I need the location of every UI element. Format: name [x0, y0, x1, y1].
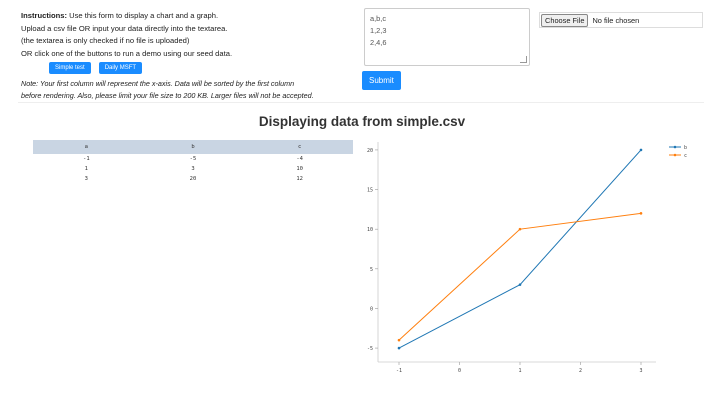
table-cell: -1	[83, 156, 90, 162]
x-tick-label: 1	[518, 368, 521, 374]
data-table: a b c -1 -5 -4 1 3 10 3 20 12	[33, 140, 353, 184]
series-line-b	[398, 149, 642, 349]
column-header: c	[246, 140, 353, 154]
table-cell: -4	[296, 156, 303, 162]
instructions-line-4: OR click one of the buttons to run a dem…	[21, 48, 233, 58]
y-tick-label: 0	[370, 306, 373, 312]
demo-buttons: Simple test Daily MSFT	[49, 62, 361, 74]
table-row: -1 -5 -4	[33, 154, 353, 164]
data-point-c	[397, 338, 401, 342]
table-cell: 1	[84, 166, 88, 172]
data-point-b	[397, 346, 401, 350]
table-header-row: a b c	[33, 140, 353, 154]
divider	[18, 102, 704, 103]
instructions-line-2: Upload a csv file OR input your data dir…	[21, 23, 228, 33]
table-cell: 3	[191, 166, 195, 172]
table-cell: 10	[296, 166, 303, 172]
x-tick-label: -1	[396, 368, 402, 374]
note-text: Note: Your first column will represent t…	[21, 78, 361, 102]
y-tick-label: 15	[367, 188, 373, 194]
instructions-line-1: Instructions: Use this form to display a…	[21, 10, 361, 23]
instructions-line-1-text: Use this form to display a chart and a g…	[67, 11, 219, 20]
data-point-c	[639, 212, 643, 215]
csv-textarea[interactable]: a,b,c 1,2,3 2,4,6	[364, 8, 530, 66]
legend-marker-c	[673, 153, 677, 157]
table-cell: -5	[189, 156, 197, 162]
page-title: Displaying data from simple.csv	[258, 114, 466, 129]
data-point-c	[518, 227, 522, 231]
submit-button[interactable]: Submit	[362, 71, 401, 90]
column-header: b	[139, 140, 247, 154]
data-point-b	[639, 148, 643, 152]
legend-label: b	[684, 145, 687, 151]
instructions-line-3: (the textarea is only checked if no file…	[21, 36, 190, 45]
x-tick-label: 3	[639, 368, 642, 374]
y-tick-label: 10	[367, 227, 373, 233]
simple-test-button[interactable]: Simple test	[49, 62, 91, 74]
data-point-b	[518, 283, 522, 286]
note-line-1: Note: Your first column will represent t…	[21, 79, 295, 88]
daily-msft-button[interactable]: Daily MSFT	[98, 62, 143, 74]
table-cell: 12	[296, 176, 303, 182]
legend-label: c	[684, 153, 687, 159]
table-cell: 20	[189, 176, 197, 182]
resize-grip-icon[interactable]	[520, 56, 527, 63]
instructions-panel: Instructions: Use this form to display a…	[21, 10, 361, 102]
y-tick-label: 20	[367, 148, 373, 154]
choose-file-button[interactable]: Choose File	[541, 13, 589, 27]
file-status: No file chosen	[592, 15, 640, 25]
table-row: 3 20 12	[33, 174, 353, 184]
x-tick-label: 2	[579, 368, 582, 374]
table-cell: 3	[84, 176, 88, 182]
series-line-c	[398, 212, 642, 341]
instructions-label: Instructions:	[21, 11, 67, 20]
table-row: 1 3 10	[33, 164, 353, 174]
x-tick-label: 0	[458, 368, 461, 374]
y-tick-label: -5	[367, 346, 373, 352]
note-line-2: before rendering. Also, please limit you…	[21, 91, 314, 100]
column-header: a	[33, 140, 140, 154]
y-tick-label: 5	[370, 267, 373, 273]
file-input[interactable]: Choose File No file chosen	[539, 12, 703, 28]
legend-marker-b	[673, 145, 677, 149]
